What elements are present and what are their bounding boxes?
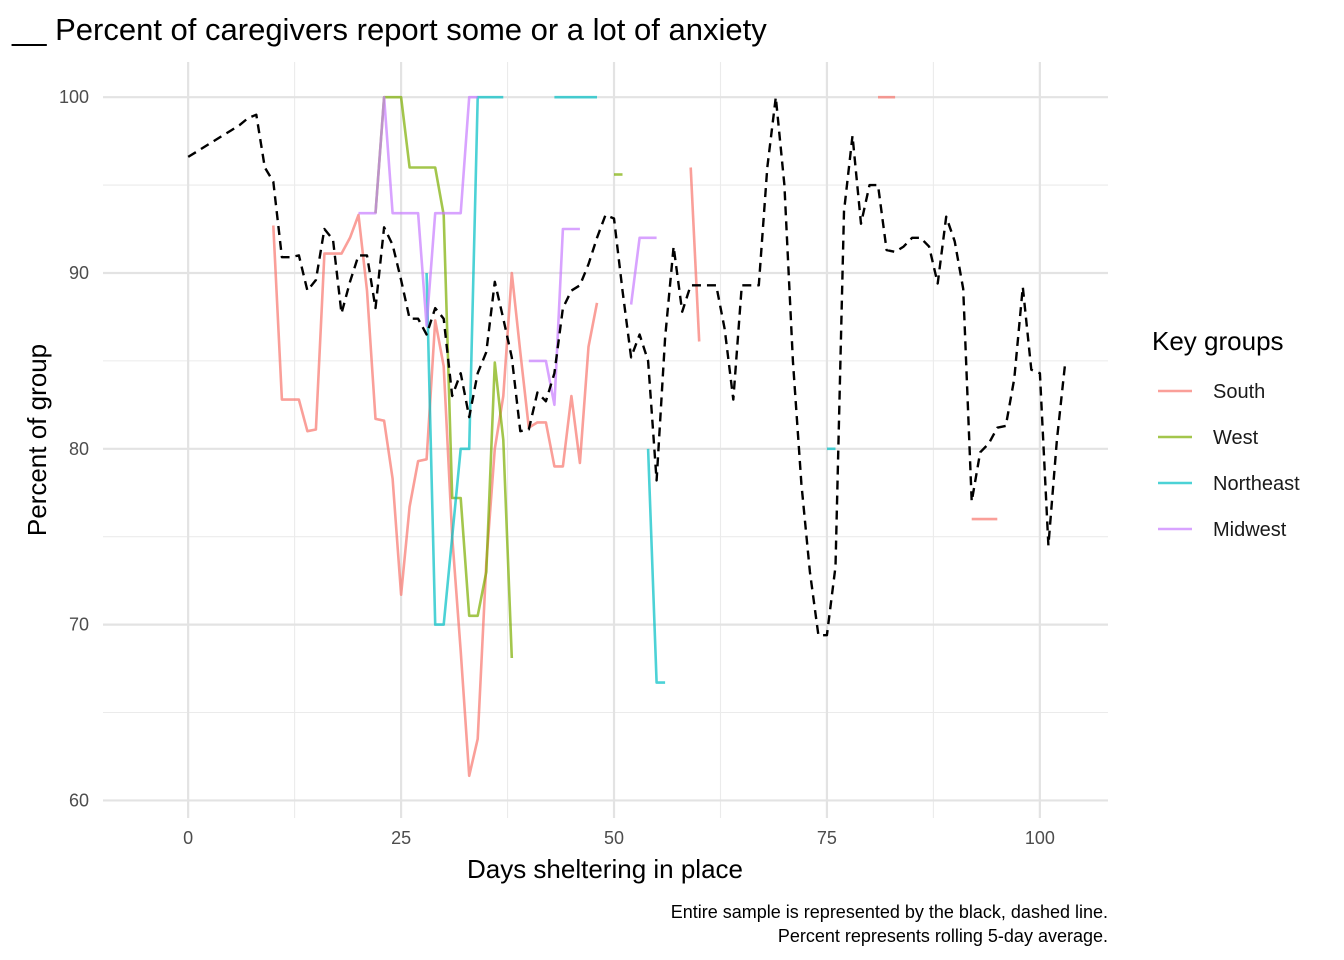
entire-sample-line [187,95,1067,637]
legend-label-midwest: Midwest [1213,519,1287,541]
legend-title: Key groups [1152,326,1284,356]
legend-label-west: West [1213,427,1259,449]
caption-line-1: Entire sample is represented by the blac… [671,902,1108,922]
y-tick-label: 80 [69,439,89,459]
series-layer [187,95,1067,778]
chart-title: __ Percent of caregivers report some or … [11,12,767,47]
y-tick-label: 90 [69,263,89,283]
series-line-northeast [646,448,666,684]
grid [103,62,1108,818]
x-tick-label: 25 [391,828,411,848]
legend-label-south: South [1213,381,1265,403]
y-tick-label: 100 [59,87,89,107]
y-axis-title: Percent of group [22,344,52,536]
series-line-midwest [629,236,657,305]
y-tick-label: 60 [69,790,89,810]
series-line-south [272,213,599,778]
x-axis-title: Days sheltering in place [467,854,743,884]
y-tick-label: 70 [69,615,89,635]
x-tick-label: 100 [1025,828,1055,848]
series-line-northeast [425,95,504,626]
x-tick-label: 0 [183,828,193,848]
caption-line-2: Percent represents rolling 5-day average… [778,926,1108,946]
series-line-midwest [528,227,580,407]
x-tick-label: 50 [604,828,624,848]
axis-ticks: 0 25 50 75 100 60 70 80 90 100 [59,87,1055,848]
series-line-midwest [358,95,478,328]
x-tick-label: 75 [817,828,837,848]
legend-label-northeast: Northeast [1213,473,1300,495]
legend: Key groups South West Northeast Midwest [1152,326,1300,541]
series-line-south [689,167,701,342]
series-line-west [374,95,514,659]
